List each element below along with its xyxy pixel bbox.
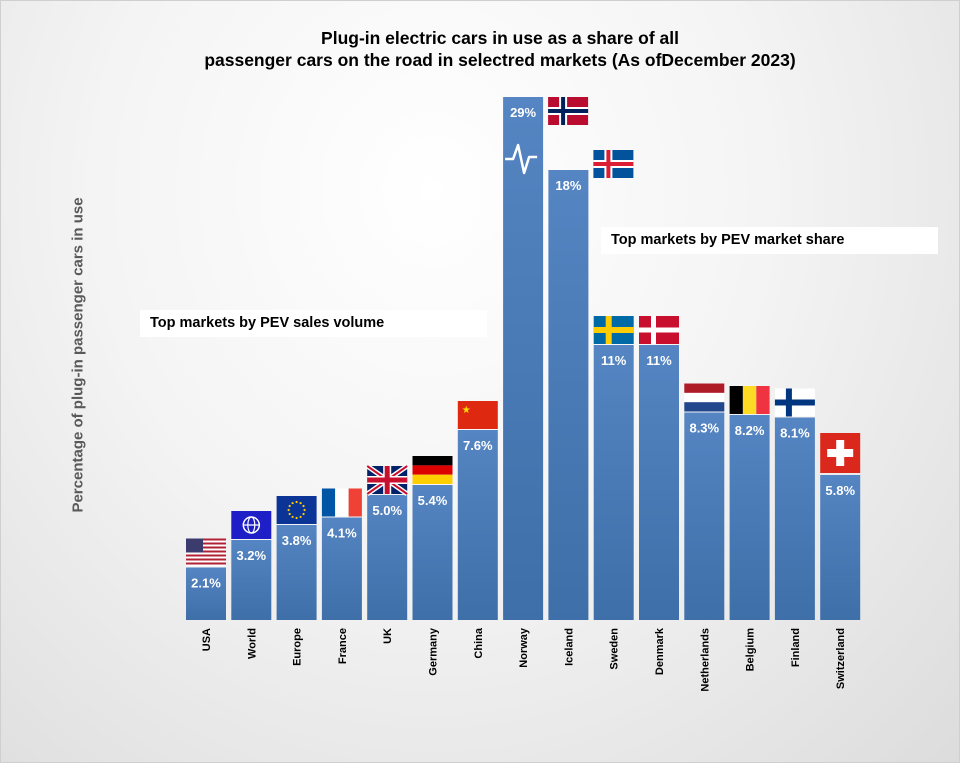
annotation-market-share: Top markets by PEV market share [601, 227, 938, 254]
axis-break-icon [505, 143, 538, 175]
svg-text:★: ★ [462, 405, 471, 416]
china-flag-icon: ★ [457, 401, 498, 429]
bar-value-label: 3.8% [282, 533, 312, 548]
bar-usa [186, 567, 226, 620]
bar-europe [276, 525, 317, 620]
bar-value-label: 18% [555, 178, 581, 193]
bar-value-label: 2.1% [191, 576, 221, 591]
chart-title-line-2: passenger cars on the road in selectred … [204, 50, 796, 70]
category-label: Denmark [654, 627, 666, 675]
switzerland-flag-icon [820, 433, 861, 473]
bar-value-label: 8.3% [689, 421, 719, 436]
bar-value-label: 5.4% [418, 493, 448, 508]
category-label: China [473, 627, 485, 658]
bar-value-label: 7.6% [463, 438, 493, 453]
finland-flag-icon [774, 388, 815, 417]
bar-value-label: 11% [601, 353, 627, 368]
annotation-sales-volume: Top markets by PEV sales volume [140, 310, 487, 337]
bar-finland [774, 417, 815, 620]
germany-flag-icon [412, 456, 453, 484]
category-label: World [246, 628, 258, 659]
bar-denmark [639, 345, 679, 620]
bar-value-label: 29% [510, 105, 536, 120]
bar-germany [412, 485, 453, 620]
category-label: UK [382, 628, 394, 644]
bar-value-label: 5.0% [372, 503, 402, 518]
belgium-flag-icon [729, 386, 770, 414]
world-flag-icon [231, 511, 272, 539]
category-label: Sweden [609, 628, 621, 670]
bar-value-label: 3.2% [236, 548, 266, 563]
denmark-flag-icon [639, 316, 679, 344]
bar-iceland [548, 170, 589, 620]
bar-uk [367, 495, 408, 620]
uk-flag-icon [365, 463, 409, 497]
chart-title-line-1: Plug-in electric cars in use as a share … [321, 28, 679, 48]
bar-value-label: 8.1% [780, 426, 810, 441]
bar-belgium [729, 415, 770, 620]
bar-world [231, 540, 272, 620]
bar-value-label: 4.1% [327, 526, 357, 541]
iceland-flag-icon [593, 150, 634, 178]
netherlands-flag-icon [684, 383, 725, 412]
usa-flag-icon [186, 538, 226, 567]
chart-title: Plug-in electric cars in use as a share … [0, 27, 960, 71]
category-label: Norway [518, 627, 530, 668]
bar-sweden [593, 345, 634, 620]
category-label: France [337, 628, 349, 664]
category-label: Europe [292, 628, 304, 666]
bar-value-label: 5.8% [825, 483, 855, 498]
bar-france [321, 517, 362, 620]
sweden-flag-icon [593, 316, 634, 344]
norway-flag-icon [548, 97, 589, 125]
bar-switzerland [820, 475, 861, 620]
category-label: Iceland [563, 628, 575, 666]
category-label: Netherlands [699, 628, 711, 692]
category-label: Belgium [745, 628, 757, 672]
category-label: Finland [790, 628, 802, 667]
bar-value-label: 11% [646, 353, 672, 368]
category-label: Switzerland [835, 628, 847, 689]
bar-china [457, 430, 498, 620]
bar-norway [503, 97, 544, 620]
category-label: Germany [428, 627, 440, 676]
bar-netherlands [684, 412, 725, 620]
category-label: USA [201, 628, 213, 651]
bar-value-label: 8.2% [735, 423, 765, 438]
europe-flag-icon [276, 496, 317, 524]
france-flag-icon [321, 488, 362, 517]
